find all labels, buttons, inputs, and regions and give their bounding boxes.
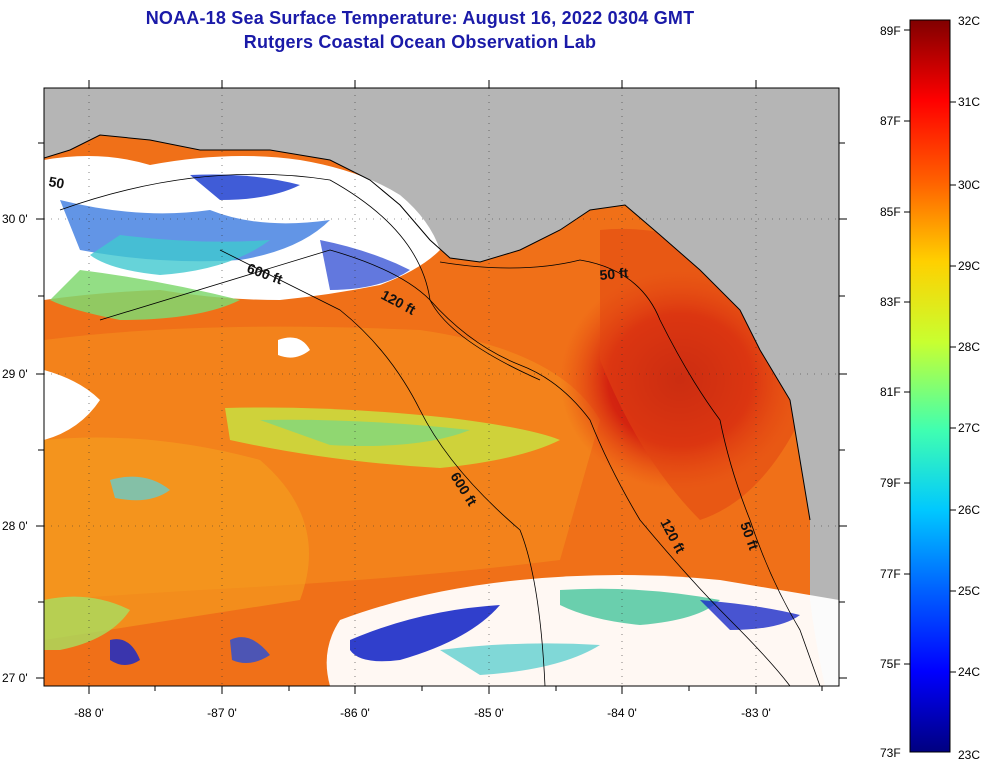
colorbar-c-label: 29C [958, 259, 981, 273]
colorbar-c-label: 30C [958, 178, 981, 192]
contour-600 [219, 249, 546, 686]
colorbar-c-label: 25C [958, 584, 981, 598]
colorbar-ticks [904, 29, 956, 673]
lat-label: 28 0' [2, 519, 28, 533]
lat-label: 30 0' [2, 212, 28, 226]
colorbar-c-label: 31C [958, 95, 981, 109]
colorbar-f-label: 73F [880, 746, 901, 760]
colorbar-f-label: 87F [880, 114, 901, 128]
colorbar-f-label: 81F [880, 385, 901, 399]
contour-120 [99, 249, 791, 686]
axis-ticks [36, 80, 847, 694]
colorbar-c-label: 27C [958, 421, 981, 435]
colorbar-f-label: 79F [880, 476, 901, 490]
lat-label: 27 0' [2, 671, 28, 685]
contour-50 [439, 259, 821, 686]
colorbar-c-label: 23C [958, 748, 981, 762]
colorbar [909, 19, 951, 753]
colorbar-f-label: 75F [880, 657, 901, 671]
land [44, 88, 839, 560]
colorbar-f-label: 85F [880, 205, 901, 219]
lon-label: -84 0' [607, 706, 637, 720]
map-title: NOAA-18 Sea Surface Temperature: August … [145, 8, 695, 28]
map-area: 600 ft 120 ft 50 ft 600 ft 120 ft 50 ft … [44, 88, 839, 686]
contour-600-north [59, 173, 541, 381]
colorbar-c-label: 26C [958, 503, 981, 517]
contour-label: 50 [47, 173, 65, 191]
lat-label: 29 0' [2, 367, 28, 381]
colorbar-f-label: 83F [880, 295, 901, 309]
lon-label: -87 0' [207, 706, 237, 720]
map-subtitle: Rutgers Coastal Ocean Observation Lab [243, 32, 597, 52]
colorbar-c-label: 24C [958, 665, 981, 679]
colorbar-f-label: 89F [880, 24, 901, 38]
colorbar-c-label: 28C [958, 340, 981, 354]
lon-label: -86 0' [340, 706, 370, 720]
colorbar-f-label: 77F [880, 567, 901, 581]
lon-label: -88 0' [74, 706, 104, 720]
colorbar-c-label: 32C [958, 14, 981, 28]
lon-label: -83 0' [741, 706, 771, 720]
lon-label: -85 0' [474, 706, 504, 720]
contour-label: 50 ft [599, 265, 629, 283]
